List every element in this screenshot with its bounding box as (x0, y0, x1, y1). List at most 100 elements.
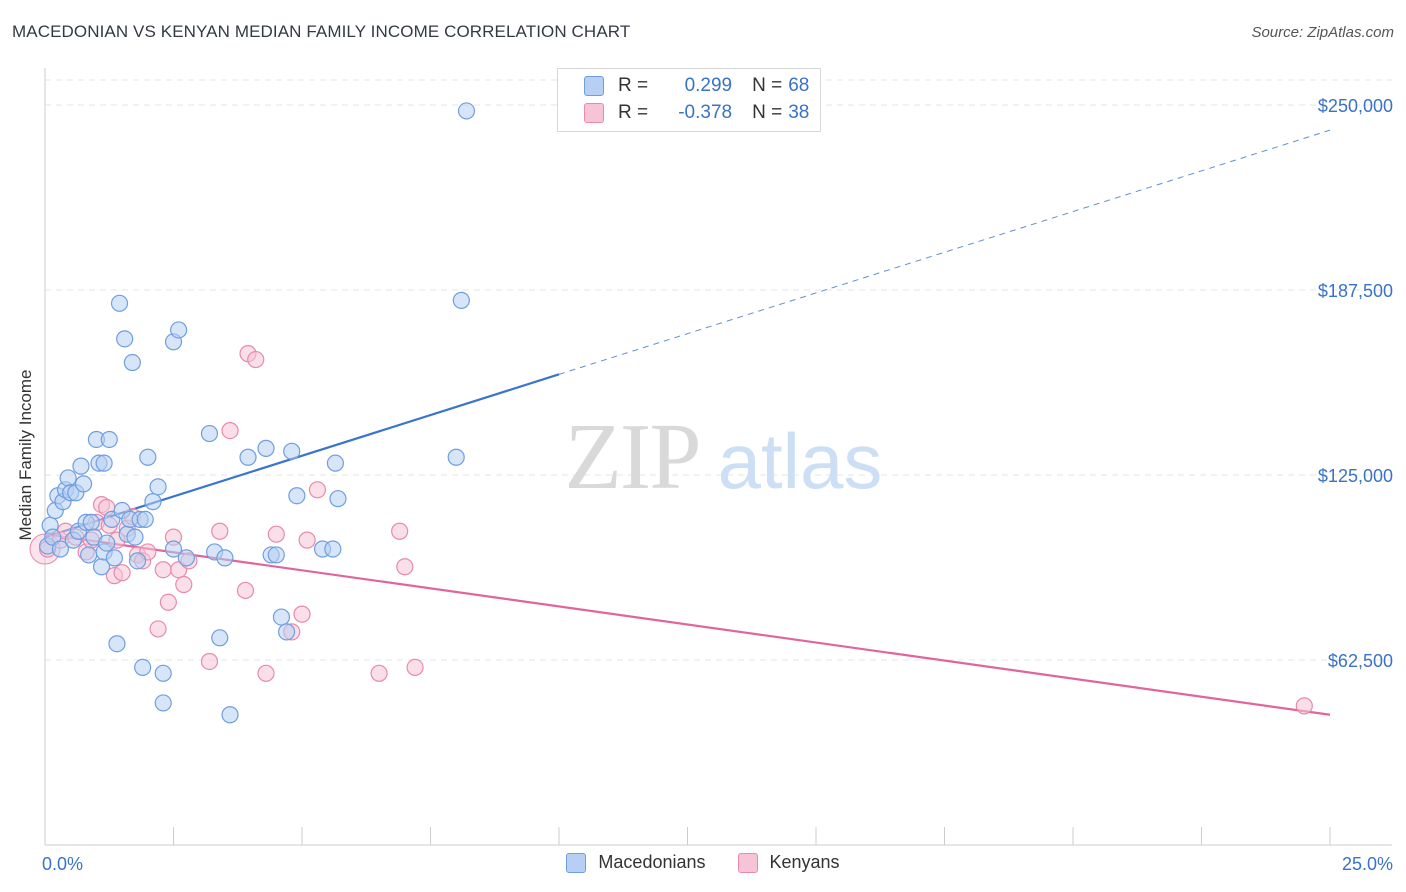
kenyans-point (308, 481, 327, 499)
watermark-atlas: atlas (718, 417, 883, 505)
macedonians-points (38, 102, 476, 724)
macedonians-point (267, 546, 285, 564)
gridlines (45, 79, 1392, 661)
x-tick-label-max: 25.0% (1342, 854, 1393, 874)
kenyans-point (1295, 697, 1313, 715)
legend-swatch-pink (737, 852, 758, 873)
legend-r-label: R = (618, 102, 649, 123)
macedonians-point (272, 608, 291, 626)
macedonians-point (154, 694, 172, 712)
kenyans-point (391, 522, 409, 540)
macedonians-point (95, 454, 113, 472)
macedonians-point (283, 442, 301, 460)
kenyans-point (154, 561, 172, 579)
kenyans-point (293, 605, 311, 623)
y-tick-label: $187,500 (1318, 281, 1393, 301)
kenyans-point (211, 522, 229, 540)
macedonians-point (82, 513, 100, 531)
macedonians-point (447, 448, 465, 466)
macedonians-point (100, 430, 118, 449)
macedonians-point (44, 528, 62, 546)
macedonians-point (216, 549, 234, 567)
macedonians-point (110, 294, 129, 312)
kenyans-point (149, 620, 167, 638)
macedonians-point (326, 454, 345, 472)
macedonians-point (154, 664, 172, 682)
macedonians-point (116, 330, 134, 348)
y-tick-label: $125,000 (1318, 466, 1393, 486)
macedonians-point (74, 475, 93, 493)
kenyans-point (298, 531, 316, 549)
kenyans-point (236, 581, 255, 600)
legend-r-label: R = (618, 75, 649, 96)
macedonians-point (221, 706, 239, 724)
macedonians-point (139, 448, 157, 466)
legend-swatch-pink (584, 103, 604, 123)
legend-swatch-blue (584, 76, 604, 96)
legend-item-macedonians[interactable]: Macedonians (566, 852, 706, 873)
legend-n-label: N = (752, 75, 783, 96)
macedonians-point (277, 623, 296, 641)
macedonians-point (59, 469, 77, 487)
kenyans-point (221, 422, 239, 440)
kenyans-point (406, 658, 424, 677)
macedonians-point (170, 321, 188, 339)
macedonians-point (98, 534, 116, 552)
macedonians-point (123, 353, 141, 372)
legend-label: Macedonians (598, 852, 706, 872)
series-legend: Macedonians Kenyans (0, 852, 1406, 873)
macedonians-point (128, 552, 147, 570)
macedonians-point (164, 540, 183, 558)
legend-n-value: 68 (788, 75, 810, 96)
axes (44, 68, 1392, 846)
chart-title: MACEDONIAN VS KENYAN MEDIAN FAMILY INCOM… (12, 22, 631, 41)
macedonians-point (149, 478, 167, 496)
stats-legend: R = 0.299 N = 68 R = -0.378 N = 38 (557, 68, 821, 132)
macedonians-point (105, 549, 123, 567)
y-tick-label: $62,500 (1328, 651, 1393, 671)
kenyans-point (159, 593, 177, 611)
kenyans-point (267, 525, 285, 543)
macedonians-point (239, 448, 257, 466)
legend-row-kenyans: R = -0.378 N = 38 (584, 100, 809, 126)
macedonians-point (211, 629, 229, 647)
macedonians-point (72, 457, 90, 475)
x-tick-label-min: 0.0% (42, 854, 83, 874)
kenyans-points (29, 345, 1313, 715)
macedonians-point (200, 424, 219, 443)
kenyans-point (247, 350, 265, 369)
macedonians-point (324, 540, 342, 558)
legend-r-value: 0.299 (684, 75, 733, 96)
source-credit: Source: ZipAtlas.com (1251, 24, 1394, 41)
macedonians-point (80, 546, 98, 564)
kenyans-point (370, 664, 388, 682)
legend-item-kenyans[interactable]: Kenyans (737, 852, 840, 873)
watermark-zip: ZIP (565, 405, 700, 509)
macedonians-point (177, 549, 195, 567)
macedonians-point (51, 540, 70, 558)
kenyans-trend-line (44, 533, 1331, 716)
macedonians-point (134, 658, 152, 677)
legend-label: Kenyans (769, 852, 840, 872)
kenyans-point (257, 664, 275, 682)
kenyans-point (175, 575, 193, 594)
kenyans-point (396, 558, 414, 576)
y-tick-label: $250,000 (1318, 96, 1393, 116)
legend-swatch-blue (566, 852, 587, 873)
macedonians-point (257, 439, 275, 457)
zipatlas-watermark: ZIP atlas (565, 405, 883, 509)
macedonians-point (144, 493, 162, 511)
legend-row-macedonians: R = 0.299 N = 68 (584, 73, 809, 99)
macedonians-point (126, 528, 144, 546)
legend-n-label: N = (752, 102, 783, 123)
macedonians-point (108, 635, 126, 653)
kenyans-point (200, 652, 219, 671)
tick-labels: $62,500 $125,000 $187,500 $250,000 0.0% 25.0% (42, 96, 1393, 874)
macedonians-point (452, 291, 470, 309)
macedonians-trend-extension (558, 129, 1331, 375)
macedonians-point (136, 510, 154, 529)
kenyans-point (113, 564, 131, 582)
legend-n-value: 38 (788, 102, 810, 123)
legend-r-value: -0.378 (678, 102, 733, 123)
macedonians-point (329, 490, 347, 508)
